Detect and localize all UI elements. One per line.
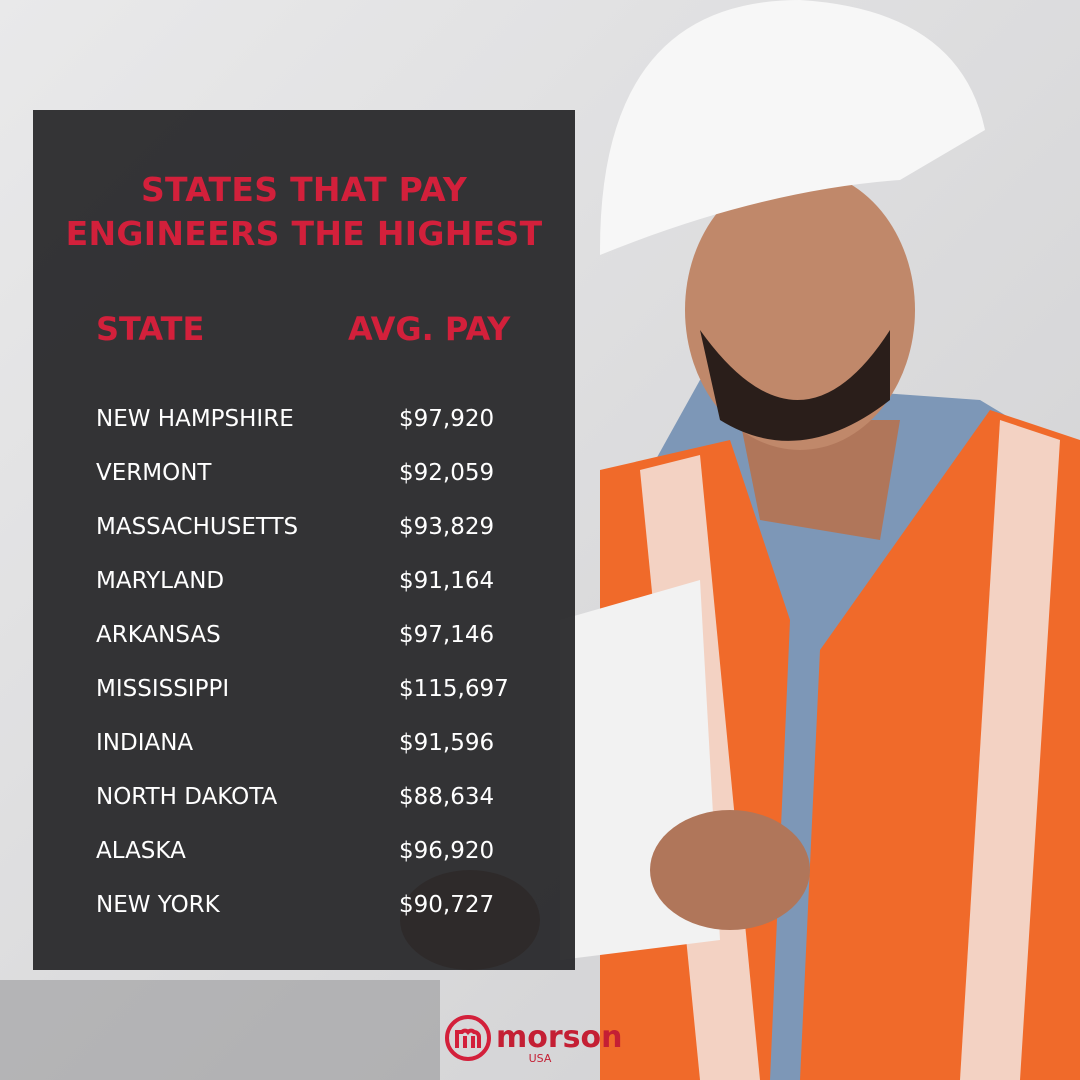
column-header: STATE (96, 310, 205, 348)
average-pay: $96,920 (399, 838, 495, 864)
title: STATES THAT PAY ENGINEERS THE HIGHEST (65, 170, 543, 253)
average-pay: $115,697 (399, 676, 509, 702)
state-name: NEW YORK (96, 892, 220, 918)
average-pay: $92,059 (399, 460, 495, 486)
average-pay: $97,920 (399, 406, 495, 432)
state-name: NEW HAMPSHIRE (96, 406, 294, 432)
state-name: NORTH DAKOTA (96, 784, 278, 810)
average-pay: $97,146 (399, 622, 495, 648)
state-name: ALASKA (96, 838, 186, 864)
average-pay: $91,164 (399, 568, 495, 594)
state-name: MASSACHUSETTS (96, 514, 299, 540)
average-pay: $90,727 (399, 892, 495, 918)
logo-brand: morson (496, 1020, 623, 1055)
state-name: INDIANA (96, 730, 194, 756)
average-pay: $91,596 (399, 730, 495, 756)
average-pay: $88,634 (399, 784, 495, 810)
state-name: VERMONT (96, 460, 212, 486)
logo-mark (455, 1028, 481, 1048)
logo: morson USA (445, 1015, 623, 1064)
logo-ring (445, 1015, 491, 1061)
state-name: ARKANSAS (96, 622, 221, 648)
state-name: MISSISSIPPI (96, 676, 230, 702)
table-panel: STATES THAT PAY ENGINEERS THE HIGHEST ST… (33, 110, 575, 970)
state-name: MARYLAND (96, 568, 225, 594)
column-header: AVG. PAY (348, 310, 511, 348)
logo-region: USA (529, 1052, 552, 1064)
average-pay: $93,829 (399, 514, 495, 540)
